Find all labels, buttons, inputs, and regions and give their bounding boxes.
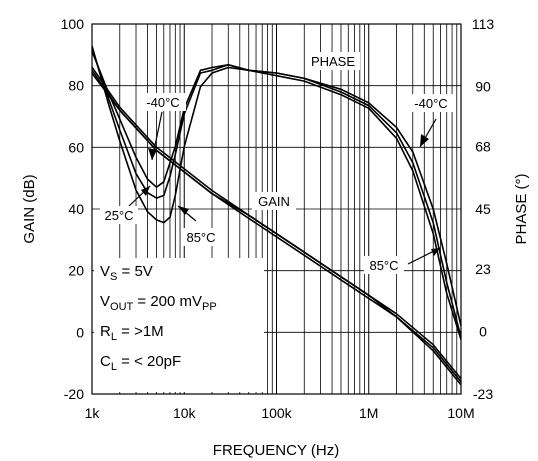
x-tick-label: 10M (447, 405, 474, 421)
x-tick-label: 100k (261, 405, 292, 421)
y-tick-label: 60 (68, 139, 84, 155)
condition-line: VOUT = 200 mVPP (100, 293, 217, 313)
y-tick-label: 0 (76, 324, 84, 340)
plot-frame (91, 23, 462, 395)
condition-line: VS = 5V (100, 263, 153, 283)
right-axis-ticks: -23 0 23 45 68 90 113 (472, 16, 495, 402)
temp-label-minus40-top: -40°C (146, 95, 179, 110)
y2-tick-label: 90 (475, 79, 491, 95)
x-tick-label: 1M (359, 405, 378, 421)
phase-series-line (91, 50, 462, 327)
test-conditions: VS = 5V VOUT = 200 mVPP RL = >1M CL = < 20p… (100, 263, 217, 373)
y2-tick-label: 68 (475, 138, 491, 154)
y-tick-label: 80 (68, 78, 84, 94)
y2-tick-label: 0 (479, 323, 487, 339)
y2-tick-label: 113 (472, 16, 495, 32)
x-axis-ticks: 1k 10k 100k 1M 10M (85, 405, 475, 421)
temp-label-85-low: 85°C (186, 230, 215, 245)
temp-label-85-right: 85°C (369, 258, 398, 273)
temp-label-minus40-right: -40°C (414, 96, 447, 111)
x-tick-label: 10k (173, 405, 197, 421)
gain-curve-label: GAIN (258, 194, 290, 209)
y-tick-label: 40 (68, 201, 84, 217)
conditions-box (94, 258, 264, 392)
y2-tick-label: 45 (475, 201, 491, 217)
condition-line: RL = >1M (100, 323, 164, 343)
annotation-heads (141, 134, 440, 256)
y-axis-label: GAIN (dB) (21, 174, 38, 243)
y-tick-label: 100 (61, 16, 85, 32)
y2-tick-label: 23 (475, 261, 491, 277)
phase-series-line (91, 48, 462, 338)
phase-series-line (91, 45, 462, 340)
temp-label-25: 25°C (104, 208, 133, 223)
y-tick-label: -20 (64, 386, 84, 402)
y2-axis-label: PHASE (°) (513, 173, 530, 244)
x-axis-label: FREQUENCY (Hz) (213, 442, 339, 459)
left-axis-ticks: -20 0 20 40 60 80 100 (61, 16, 85, 402)
y2-tick-label: -23 (473, 386, 493, 402)
x-tick-label: 1k (85, 405, 101, 421)
phase-curve-label: PHASE (311, 54, 355, 69)
condition-line: CL = < 20pF (100, 353, 181, 373)
y-tick-label: 20 (68, 263, 84, 279)
